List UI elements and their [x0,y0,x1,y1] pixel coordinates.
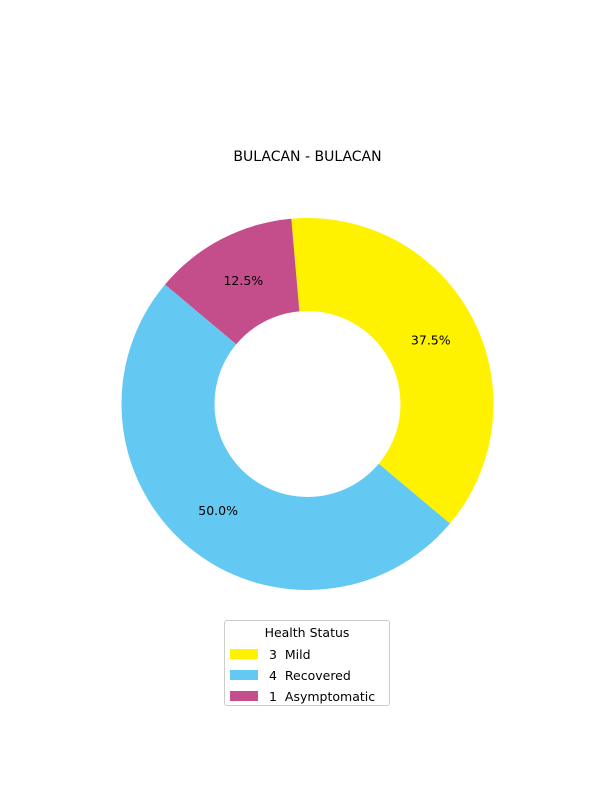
legend-label-asymptomatic: 1 Asymptomatic [269,688,376,704]
percent-label-recovered: 50.0% [198,503,238,518]
legend-swatch-asymptomatic [230,691,258,701]
legend-label-mild: 3 Mild [269,646,311,662]
legend-item-recovered: 4 Recovered [230,667,351,683]
slice-asymptomatic [165,218,300,345]
legend-item-asymptomatic: 1 Asymptomatic [230,688,375,704]
legend-item-mild: 3 Mild [230,646,311,662]
slice-mild [291,218,494,524]
percent-label-asymptomatic: 12.5% [223,273,263,288]
legend-label-recovered: 4 Recovered [269,667,351,683]
legend-title: Health Status [264,625,350,640]
percent-label-mild: 37.5% [411,332,451,347]
legend-swatch-recovered [230,670,258,680]
legend: Health Status 3 Mild 4 Recovered 1 Asymp… [224,620,390,706]
slice-recovered [121,284,450,590]
legend-swatch-mild [230,649,258,659]
chart-title: BULACAN - BULACAN [233,149,382,165]
